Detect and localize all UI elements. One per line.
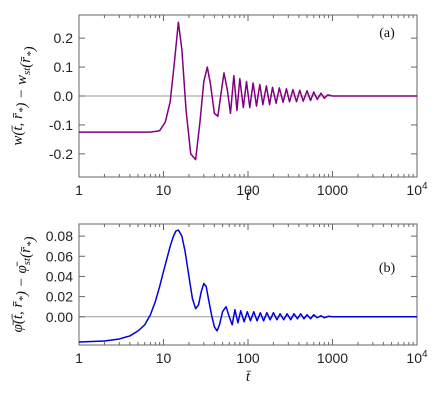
- x-axis-title: t̄: [246, 369, 252, 385]
- x-tick-label: 100: [236, 182, 260, 198]
- y-tick-label: 0.2: [54, 30, 74, 46]
- y-tick-label: 0.08: [46, 228, 73, 244]
- series-line-b: [78, 229, 417, 343]
- plot-frame: [78, 223, 418, 346]
- panel-label: (b): [379, 261, 396, 276]
- x-tick-label: 1000: [317, 182, 348, 198]
- y-tick-label: 0.1: [54, 59, 74, 75]
- x-tick-label: 104: [406, 349, 428, 366]
- x-tick-label: 1000: [317, 350, 348, 366]
- y-tick-label: 0.0: [54, 88, 74, 104]
- x-tick-label: 100: [236, 350, 260, 366]
- y-tick-label: 0.02: [46, 289, 73, 305]
- x-tick-label: 10: [156, 182, 172, 198]
- panel-a: 1 10 100 1000 104 -0.2 -0.1 0.0 0.1 0.2 (a) t̄ w(t̄,…: [10, 14, 428, 204]
- y-tick-label: 0.00: [46, 309, 73, 325]
- y-axis-title: φ̄(t̄, r̄*) − φ̄st(r̄*): [10, 237, 38, 333]
- y-axis-title: w(t̄, r̄*) − wst(r̄*): [10, 46, 38, 145]
- series-line-a: [79, 21, 417, 161]
- y-tick-label: 0.06: [46, 248, 73, 264]
- panel-b: 1 10 100 1000 104 0.00 0.02 0.04 0.06 0.08 (b) t̄ φ̄…: [10, 223, 428, 385]
- x-tick-label: 10: [156, 350, 172, 366]
- x-tick-label: 1: [75, 350, 83, 366]
- panel-label: (a): [379, 26, 395, 41]
- y-tick-label: -0.2: [49, 146, 73, 162]
- x-tick-label: 1: [75, 182, 83, 198]
- x-tick-label: 104: [406, 181, 428, 198]
- y-tick-label: 0.04: [46, 268, 73, 284]
- x-axis-title: t̄: [246, 188, 252, 204]
- y-tick-label: -0.1: [49, 117, 73, 133]
